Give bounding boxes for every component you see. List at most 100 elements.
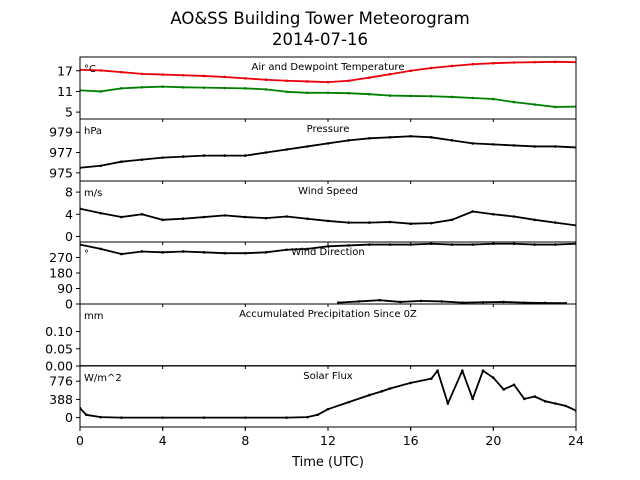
panel-pressure: 975 977 979 hPa Pressure	[49, 118, 577, 184]
data-point	[99, 69, 102, 72]
data-point	[326, 91, 330, 95]
data-point	[512, 144, 516, 147]
data-point	[306, 145, 309, 148]
y-tick-label: 0	[65, 229, 73, 244]
data-point	[450, 218, 454, 222]
data-point	[368, 221, 371, 224]
y-tick-label: 270	[49, 250, 73, 265]
data-point	[326, 142, 330, 145]
y-tick-label: 11	[57, 84, 73, 99]
data-point	[461, 369, 464, 372]
data-point	[264, 78, 268, 82]
panel-plot-area	[80, 369, 576, 419]
x-axis: 0 4 8 12 16 20 24	[76, 427, 584, 448]
chart-title-line1: AO&SS Building Tower Meteorogram	[170, 9, 469, 28]
y-tick-label: 8	[65, 185, 73, 200]
data-point	[368, 92, 371, 96]
data-point	[347, 79, 350, 83]
data-point	[264, 151, 268, 154]
data-point	[554, 105, 557, 109]
data-point	[120, 160, 123, 163]
data-point	[182, 217, 185, 221]
data-point	[409, 243, 412, 246]
data-point	[182, 250, 185, 253]
data-point	[409, 134, 412, 138]
data-point	[450, 95, 454, 99]
data-point	[554, 145, 557, 148]
data-point	[461, 301, 464, 304]
panel-unit-label: mm	[84, 311, 103, 322]
x-tick-label: 24	[568, 433, 584, 448]
data-point	[120, 215, 123, 219]
x-axis-label: Time (UTC)	[291, 455, 364, 470]
data-point	[446, 402, 450, 405]
data-point	[326, 80, 330, 84]
panel-temperature: 5 11 17 °C Air and Dewpoint Temperature	[57, 56, 577, 122]
data-point	[140, 86, 144, 89]
data-point	[533, 103, 536, 106]
data-point	[140, 72, 144, 76]
data-point	[244, 416, 247, 419]
data-point	[120, 416, 123, 419]
data-point	[471, 210, 474, 213]
data-point	[202, 74, 206, 78]
y-tick-label: 0	[65, 297, 73, 312]
data-point	[316, 413, 319, 417]
data-point	[202, 416, 206, 419]
y-tick-label: 776	[49, 374, 73, 389]
data-point	[409, 69, 412, 73]
x-tick-label: 16	[403, 433, 419, 448]
data-point	[471, 62, 474, 66]
data-point	[471, 142, 474, 145]
y-tick-label: 17	[57, 63, 73, 78]
data-point	[99, 415, 102, 419]
data-point	[223, 86, 226, 90]
data-point	[502, 388, 505, 391]
data-point	[564, 404, 567, 408]
panel-title: Wind Speed	[298, 186, 358, 197]
y-tick-label: 979	[49, 125, 73, 140]
panel-title: Accumulated Precipitation Since 0Z	[239, 309, 417, 320]
data-point	[161, 218, 164, 222]
data-point	[388, 94, 392, 97]
data-point	[306, 217, 309, 221]
data-point	[306, 247, 309, 251]
y-tick-label: 180	[49, 266, 73, 281]
panel-wind_speed: 0 4 8 m/s Wind Speed	[65, 180, 577, 245]
data-point	[120, 87, 123, 90]
data-point	[347, 244, 350, 247]
data-point	[368, 137, 371, 140]
panel-unit-label: °	[84, 249, 89, 260]
data-point	[492, 61, 495, 65]
data-point	[347, 400, 350, 404]
data-point	[523, 397, 526, 401]
panel-title: Air and Dewpoint Temperature	[252, 62, 405, 73]
data-point	[306, 91, 309, 95]
panel-title: Pressure	[307, 124, 350, 135]
data-point	[99, 211, 102, 215]
data-point	[347, 91, 350, 95]
data-point	[430, 242, 433, 246]
data-point	[492, 376, 495, 380]
data-point	[161, 73, 164, 76]
data-point	[347, 139, 350, 142]
data-point	[440, 300, 443, 303]
data-point	[99, 247, 102, 251]
data-point	[380, 390, 384, 393]
series-line-wind_direction-1	[338, 299, 566, 304]
y-tick-label: 0	[65, 410, 73, 425]
data-point	[244, 154, 247, 157]
data-point	[306, 415, 309, 419]
data-point	[326, 219, 330, 223]
data-point	[140, 212, 144, 216]
data-point	[564, 301, 567, 304]
data-point	[161, 416, 164, 419]
data-point	[554, 221, 557, 224]
data-point	[223, 75, 226, 79]
data-point	[223, 154, 226, 157]
data-point	[223, 214, 226, 217]
data-point	[512, 100, 516, 104]
data-point	[368, 243, 371, 246]
